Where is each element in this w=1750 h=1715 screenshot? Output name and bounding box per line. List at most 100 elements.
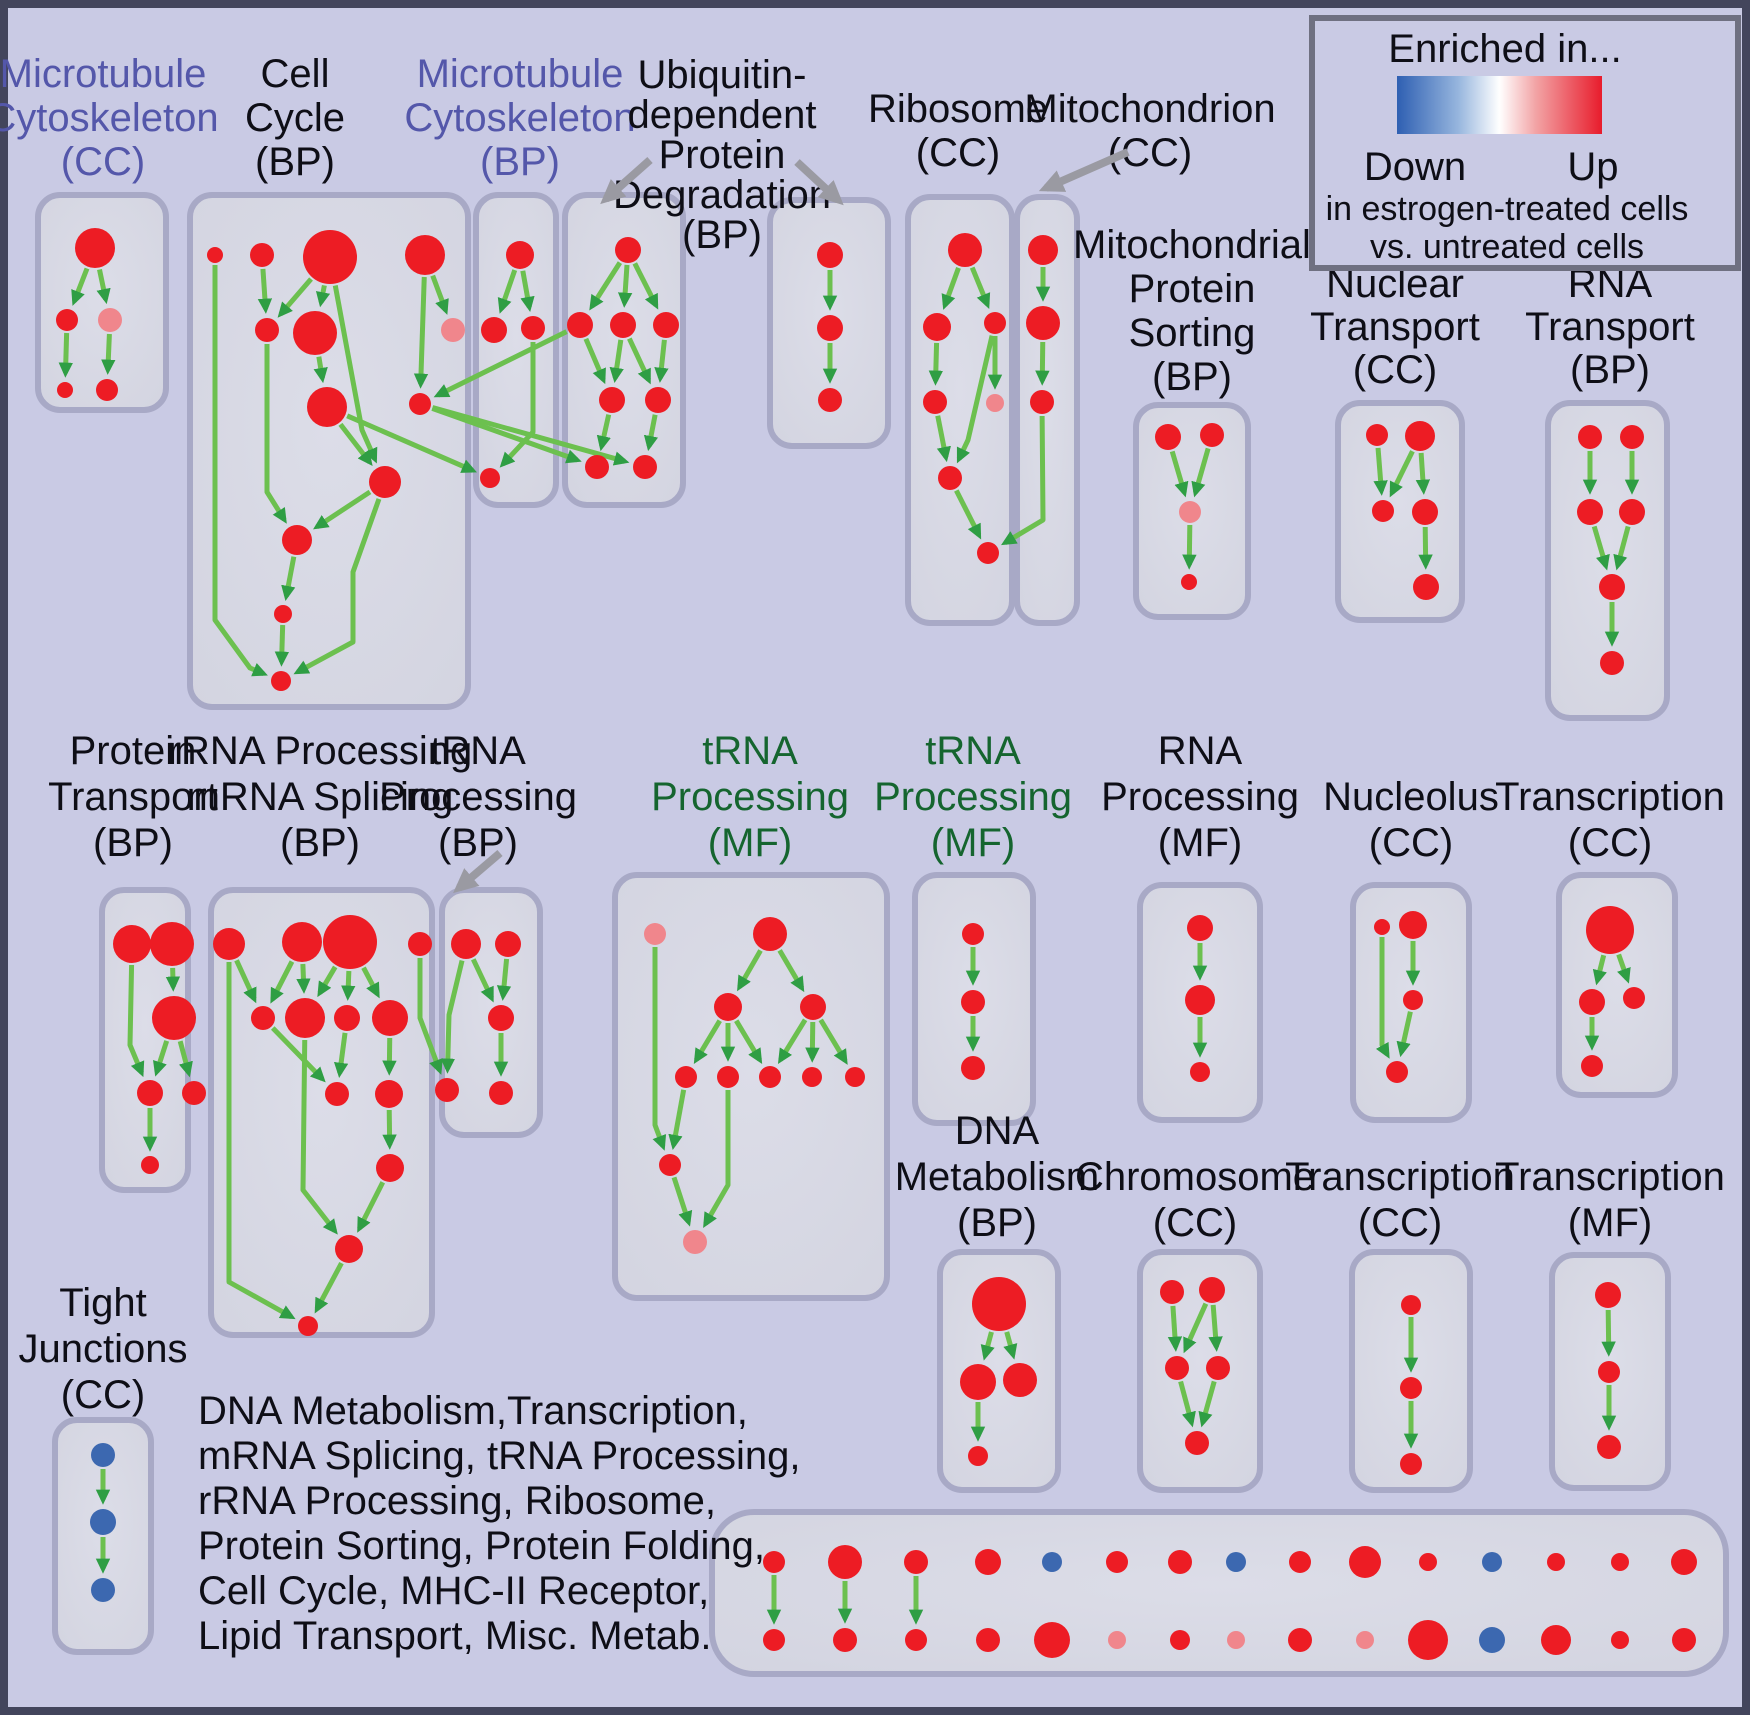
misc-categories-text-line: rRNA Processing, Ribosome,	[198, 1479, 716, 1523]
edge-nuclear-transport-mr-bt	[1418, 526, 1433, 570]
node-misc-col2-top	[828, 1545, 862, 1579]
group-box-chromosome	[1137, 1249, 1263, 1493]
node-trna-bp-mid	[488, 1005, 514, 1031]
edge-transcription-cc-a-top-mr	[1616, 953, 1631, 984]
cross-edge-rrna-mrna-a4-trna-bp-bl	[417, 958, 443, 1075]
edge-trna-bp-t1-mid	[471, 958, 494, 1003]
edge-ribosome-mr-jn	[956, 335, 995, 464]
node-cell-cycle-t2	[250, 243, 274, 267]
node-dna-metabolism-bt	[968, 1446, 988, 1466]
text-layer: Microtubule Cytoskeleton (CC) Cell Cycle (BP)…	[0, 15, 1741, 1658]
edge-cell-cycle-t4-pk	[430, 274, 449, 315]
edge-cell-cycle-t3-n5	[332, 285, 378, 464]
node-misc-col1-top	[763, 1551, 785, 1573]
node-microtubule-cc-d	[57, 382, 73, 398]
node-trna-mf-a-pk1	[644, 923, 666, 945]
node-misc-col4-bottom	[976, 1628, 1000, 1652]
label-microtubule-cc: Microtubule Cytoskeleton (CC)	[0, 52, 219, 184]
edge-trna-mf-a-pk1-jn	[652, 947, 667, 1151]
node-layer	[56, 228, 1697, 1660]
node-cell-cycle-pk	[441, 318, 465, 342]
edge-cell-cycle-b3-n5	[338, 422, 373, 467]
node-tight-junctions-j3	[91, 1578, 115, 1602]
box-layer	[35, 192, 1729, 1677]
node-rrna-mrna-d1	[376, 1154, 404, 1182]
node-protein-transport-mid	[152, 996, 196, 1040]
node-rrna-mrna-c1	[325, 1082, 349, 1106]
node-microtubule-cc-b	[56, 309, 78, 331]
node-cell-cycle-n5	[369, 466, 401, 498]
node-rna-processing-mf-w3	[1190, 1062, 1210, 1082]
label-ubiquitin-right: Ubiquitin-dependent Protein Degradation (BP…	[613, 53, 831, 257]
node-ribosome-p3	[986, 394, 1004, 412]
node-mito-protein-sorting-jp	[1179, 501, 1201, 523]
misc-categories-text-line: Protein Sorting, Protein Folding,	[198, 1524, 765, 1568]
node-ubiquitin-left-bl	[585, 455, 609, 479]
edge-chromosome-tr-mr	[1208, 1304, 1223, 1352]
node-misc-col14-bottom	[1611, 1631, 1629, 1649]
edge-rrna-mrna-a1-f1	[226, 962, 296, 1320]
group-box-microtubule-cc	[35, 192, 169, 413]
node-nucleolus-mid	[1403, 990, 1423, 1010]
edge-cell-cycle-r2b-b3	[313, 356, 328, 384]
mitochondrion-pointer-arrow-icon	[1038, 148, 1130, 192]
node-misc-col3-bottom	[905, 1629, 927, 1651]
node-ribosome-l3	[923, 390, 947, 414]
trna-bp-pointer-arrow-icon	[453, 849, 503, 894]
node-rna-processing-mf-w1	[1187, 915, 1213, 941]
label-nucleolus: Nucleolus (CC)	[1323, 775, 1499, 865]
node-ubiquitin-right-u1	[817, 242, 843, 268]
node-rrna-mrna-b2	[285, 998, 325, 1038]
node-rrna-mrna-c2	[375, 1080, 403, 1108]
node-misc-col9-top	[1289, 1551, 1311, 1573]
node-misc-col13-top	[1547, 1553, 1565, 1571]
edge-chromosome-tr-ml	[1183, 1302, 1209, 1354]
node-rrna-mrna-a4	[408, 932, 432, 956]
edge-nuclear-transport-tr-ml	[1389, 450, 1415, 498]
label-tight-junctions: Tight Junctions (CC)	[19, 1281, 188, 1417]
edge-nuclear-transport-tl-ml	[1373, 447, 1388, 496]
node-rrna-mrna-f1	[298, 1316, 318, 1336]
node-trna-mf-a-jn	[659, 1154, 681, 1176]
node-rna-transport-bt	[1600, 651, 1624, 675]
edge-cell-cycle-t2-r2a	[257, 268, 273, 314]
node-microtubule-cc-e	[96, 379, 118, 401]
legend-gradient-bar	[1397, 76, 1602, 134]
edge-protein-transport-mid-s1	[153, 1040, 170, 1077]
node-ribosome-jn	[938, 466, 962, 490]
node-misc-col6-top	[1106, 1551, 1128, 1573]
node-trna-bp-t1	[451, 929, 481, 959]
node-trna-mf-a-top	[753, 917, 787, 951]
node-mito-protein-sorting-t2	[1200, 423, 1224, 447]
edge-ribosome-ml-l3	[928, 342, 944, 386]
node-dna-metabolism-ml	[960, 1364, 996, 1400]
edge-microtubule-cc-b-d	[58, 332, 73, 378]
legend-box	[1309, 15, 1741, 271]
node-nucleolus-tl	[1374, 919, 1390, 935]
edge-rrna-mrna-a2-b2	[296, 963, 311, 994]
edge-mito-protein-sorting-t2-jp	[1191, 447, 1211, 498]
edge-trna-mf-a-ml-c1	[693, 1019, 722, 1064]
edge-ubiquitin-left-r3b-br	[643, 414, 659, 452]
node-microtubule-bp-ml	[481, 317, 507, 343]
node-mitochondrion-m3	[1030, 390, 1054, 414]
node-ribosome-bt	[977, 542, 999, 564]
edge-dna-metabolism-big-mr	[1003, 1331, 1018, 1360]
node-nuclear-transport-mr	[1412, 499, 1438, 525]
label-ribosome: Ribosome (CC)	[868, 87, 1048, 175]
edge-rrna-mrna-b1-c1	[270, 1026, 326, 1083]
label-mitochondrion: Mitochondrion (CC)	[1024, 87, 1275, 175]
edge-trna-mf-a-c1-jn	[668, 1089, 687, 1151]
edge-ribosome-jn-bt	[954, 489, 982, 540]
node-misc-col15-bottom	[1672, 1628, 1696, 1652]
node-mitochondrion-m1	[1028, 235, 1058, 265]
group-box-microtubule-bp	[473, 192, 559, 508]
edge-protein-transport-b2-mid	[165, 967, 181, 992]
edge-layer	[58, 261, 1640, 1625]
node-nuclear-transport-ml	[1372, 500, 1394, 522]
edge-rrna-mrna-a3-b4	[361, 966, 380, 999]
node-tight-junctions-j2	[90, 1509, 116, 1535]
node-rna-transport-jn	[1599, 574, 1625, 600]
node-misc-col5-bottom	[1034, 1622, 1070, 1658]
